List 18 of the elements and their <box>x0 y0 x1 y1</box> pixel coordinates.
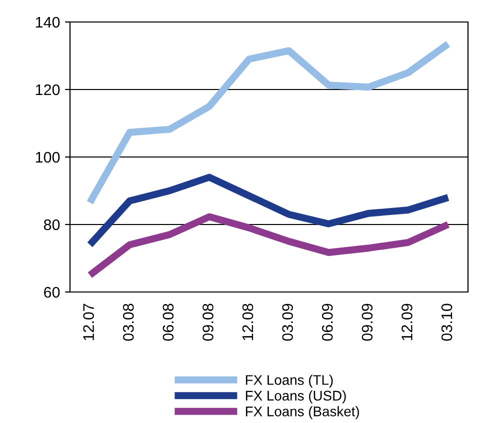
y-tick-label: 100 <box>36 152 60 163</box>
x-tick-label: 06.08 <box>162 304 174 341</box>
x-tick-label: 12.09 <box>402 304 412 340</box>
legend-label: FX Loans (TL) <box>246 374 333 388</box>
y-tick-label: 60 <box>44 286 60 298</box>
x-tick-label: 12.07 <box>83 304 94 340</box>
legend-label: FX Loans (Basket) <box>246 406 359 420</box>
y-tick-label: 120 <box>36 84 60 96</box>
x-tick-label: 06.09 <box>322 304 333 341</box>
x-tick-label: 09.09 <box>362 304 373 341</box>
x-tick-label: 09.08 <box>202 304 214 341</box>
x-tick-label: 12.08 <box>242 304 254 340</box>
legend-label: FX Loans (USD) <box>246 390 346 404</box>
x-tick-label: 03.10 <box>441 304 452 341</box>
x-tick-label: 03.09 <box>282 304 293 341</box>
x-tick-label: 03.08 <box>122 304 134 341</box>
y-tick-label: 80 <box>44 219 60 230</box>
y-tick-label: 140 <box>36 16 60 28</box>
